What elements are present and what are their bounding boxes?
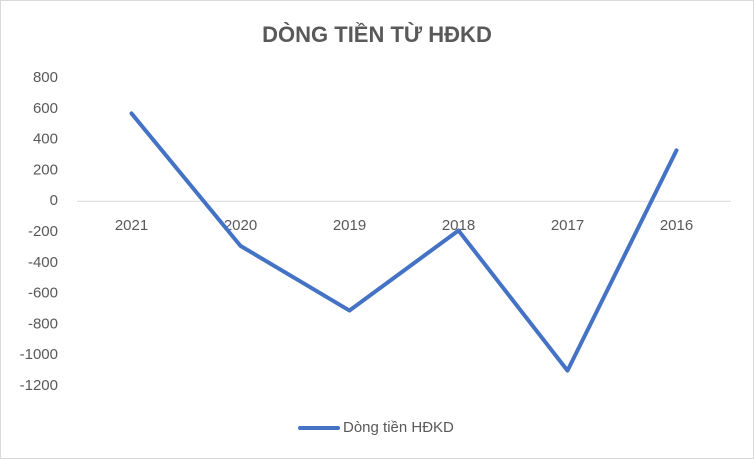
y-tick-label: -400	[28, 254, 58, 271]
y-tick-label: 800	[33, 69, 58, 86]
y-tick-label: -1000	[20, 346, 58, 363]
y-tick-label: -1200	[20, 377, 58, 394]
y-tick-label: 400	[33, 131, 58, 148]
x-tick-label: 2019	[333, 217, 366, 234]
x-tick-label: 2017	[551, 217, 584, 234]
x-tick-label: 2021	[115, 217, 148, 234]
x-tick-label: 2016	[660, 217, 693, 234]
legend-label: Dòng tiền HĐKD	[343, 419, 454, 436]
chart-title: DÒNG TIỀN TỪ HĐKD	[262, 22, 492, 47]
y-tick-label: -600	[28, 285, 58, 302]
y-tick-label: 200	[33, 161, 58, 178]
y-tick-label: 0	[50, 192, 58, 209]
x-tick-label: 2020	[224, 217, 257, 234]
y-tick-label: -200	[28, 223, 58, 240]
y-tick-label: -800	[28, 315, 58, 332]
x-tick-label: 2018	[442, 217, 475, 234]
y-tick-label: 600	[33, 100, 58, 117]
line-series	[129, 111, 679, 373]
